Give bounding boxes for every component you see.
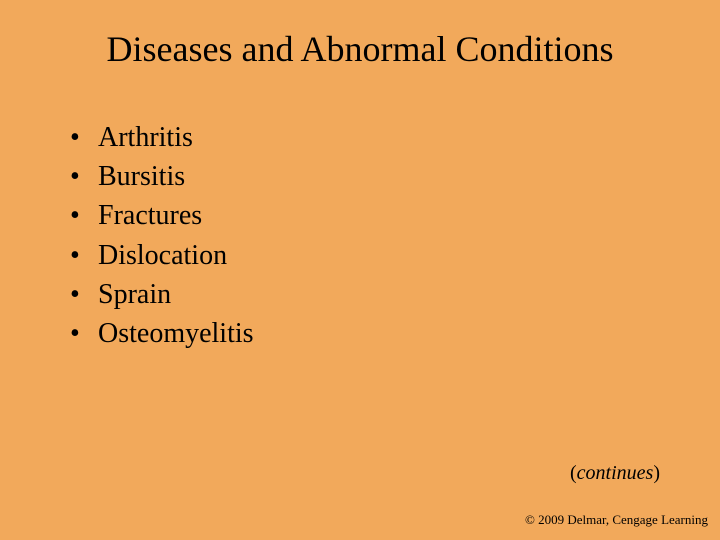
- list-item: Dislocation: [70, 236, 254, 275]
- list-item: Sprain: [70, 275, 254, 314]
- list-item: Osteomyelitis: [70, 314, 254, 353]
- continues-word: continues: [577, 462, 654, 484]
- continues-label: (continues): [570, 462, 660, 485]
- bullet-list: Arthritis Bursitis Fractures Dislocation…: [70, 118, 254, 353]
- list-item: Arthritis: [70, 118, 254, 157]
- list-item: Fractures: [70, 196, 254, 235]
- copyright-label: © 2009 Delmar, Cengage Learning: [525, 512, 708, 528]
- slide-title: Diseases and Abnormal Conditions: [0, 28, 720, 70]
- list-item: Bursitis: [70, 157, 254, 196]
- continues-close-paren: ): [653, 462, 660, 484]
- continues-open-paren: (: [570, 462, 577, 484]
